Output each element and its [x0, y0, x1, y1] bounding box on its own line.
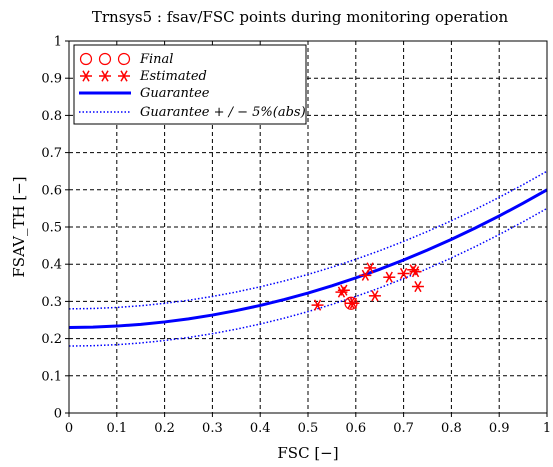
data-points [311, 262, 424, 311]
x-tick-label: 0.1 [106, 421, 127, 436]
y-ticks: 0 0.1 0.2 0.3 0.4 0.5 0.6 0.7 0.8 0.9 1 [41, 35, 69, 422]
legend-symbol-final [79, 52, 131, 66]
legend-symbol-estimated [80, 70, 130, 82]
estimated-point [383, 271, 396, 283]
y-tick-label: 0.4 [41, 258, 62, 273]
y-tick-label: 0.8 [41, 109, 62, 124]
curves [68, 170, 548, 347]
y-axis-label: FSAV_TH [−] [10, 176, 28, 277]
legend-circle-marker [98, 52, 112, 66]
guarantee-lower-line [68, 207, 548, 347]
estimated-point [364, 262, 377, 274]
legend-asterisk-marker [80, 70, 92, 82]
x-tick-label: 0.7 [393, 421, 414, 436]
x-tick-label: 0.5 [298, 421, 319, 436]
guarantee-upper-line [68, 170, 548, 310]
y-tick-label: 0.2 [41, 332, 62, 347]
legend-label-final: Final [139, 52, 173, 67]
guarantee-line [68, 188, 548, 329]
y-tick-label: 0.5 [41, 221, 62, 236]
x-axis-label: FSC [−] [277, 444, 338, 462]
x-tick-label: 0.2 [154, 421, 175, 436]
final-point [344, 296, 358, 310]
y-tick-label: 0.6 [41, 183, 62, 198]
legend-asterisk-marker [118, 70, 130, 82]
estimated-point [411, 280, 424, 293]
legend: Final Estimated Guarantee Guarantee + / … [73, 44, 307, 125]
grid [69, 41, 547, 413]
y-tick-label: 0.3 [41, 295, 62, 310]
legend-label-guarantee-band: Guarantee + / − 5%(abs) [140, 105, 306, 120]
legend-asterisk-marker [99, 70, 111, 82]
legend-box [73, 44, 307, 125]
legend-label-estimated: Estimated [139, 69, 207, 84]
legend-circle-marker [79, 52, 93, 66]
estimated-point [311, 299, 324, 311]
y-tick-label: 0 [54, 407, 62, 422]
y-tick-label: 1 [54, 35, 62, 50]
legend-label-guarantee: Guarantee [140, 86, 210, 101]
estimated-point [368, 290, 381, 302]
y-tick-label: 0.9 [41, 72, 62, 87]
x-tick-label: 0.9 [489, 421, 510, 436]
y-tick-label: 0.1 [41, 369, 62, 384]
x-tick-label: 0.3 [202, 421, 223, 436]
x-tick-label: 0.6 [345, 421, 366, 436]
estimated-point [337, 284, 350, 296]
estimated-point [409, 266, 422, 278]
x-tick-label: 0 [65, 421, 73, 436]
legend-circle-marker [117, 52, 131, 66]
chart-title: Trnsys5 : fsav/FSC points during monitor… [92, 8, 509, 26]
estimated-point [397, 267, 410, 280]
x-ticks: 0 0.1 0.2 0.3 0.4 0.5 0.6 0.7 0.8 0.9 1 [65, 413, 551, 436]
x-tick-label: 0.4 [250, 421, 271, 436]
y-tick-label: 0.7 [41, 146, 62, 161]
x-tick-label: 1 [543, 421, 551, 436]
x-tick-label: 0.8 [441, 421, 462, 436]
